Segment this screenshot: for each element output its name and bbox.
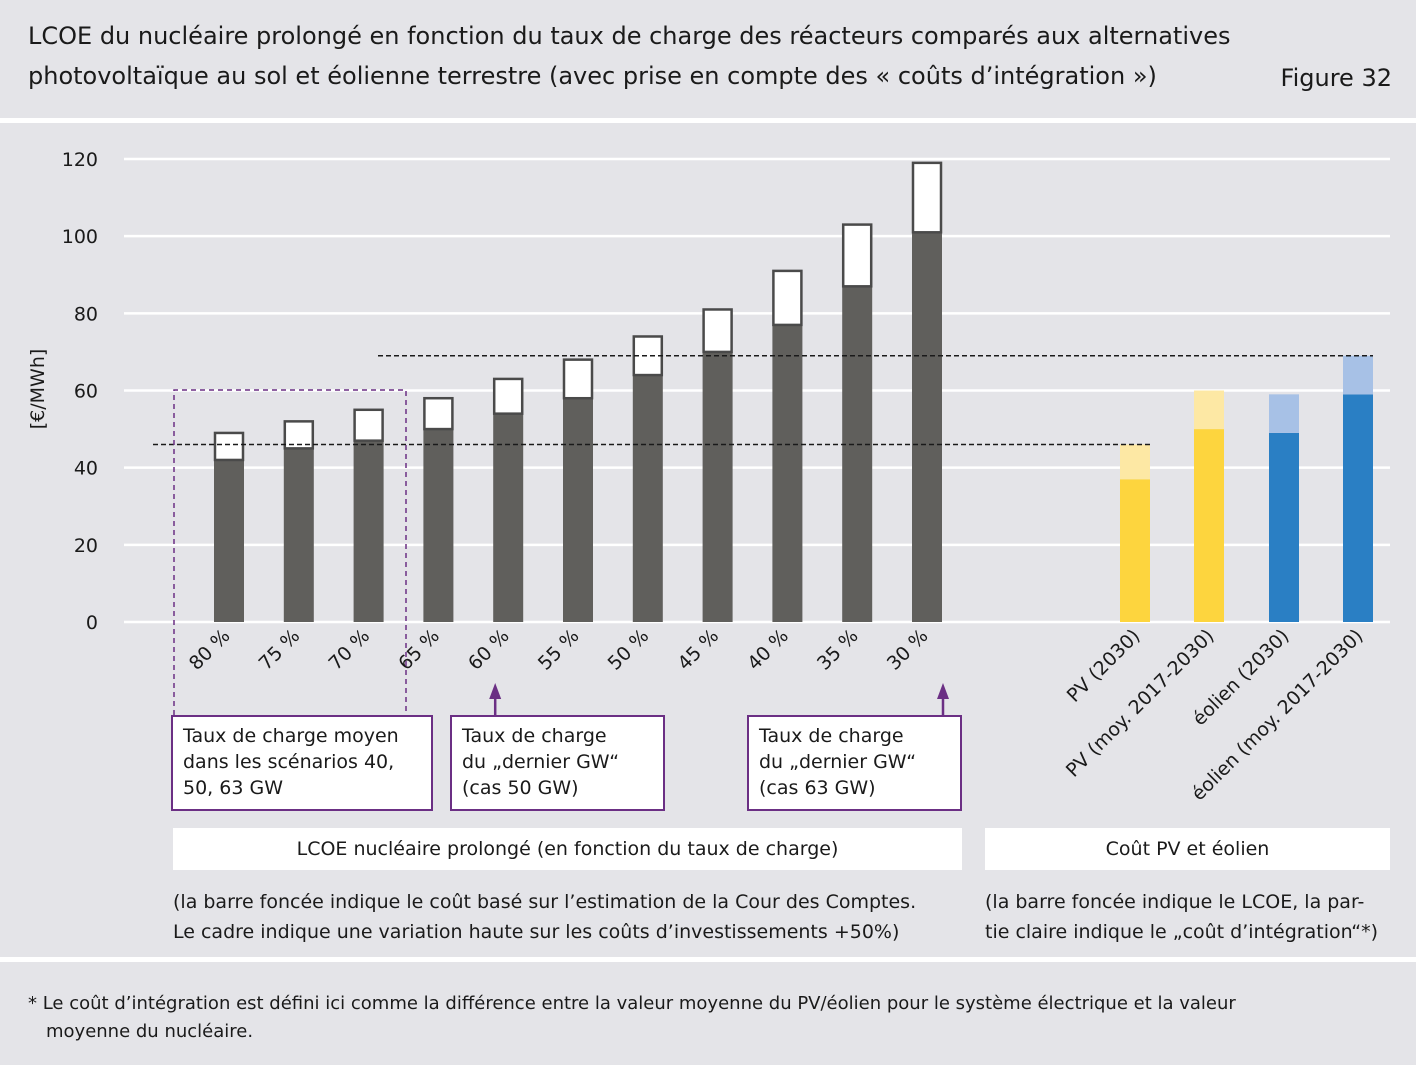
separator-top bbox=[0, 118, 1416, 123]
renewable-bar-lcoe bbox=[1343, 394, 1373, 622]
nuclear-bar-base bbox=[493, 413, 524, 622]
chart-area: 0 20 40 60 80 100 120 80 % 75 % 70 % 65 % 60 % 55 % 5… bbox=[0, 123, 1416, 957]
nuclear-bar-high-frame bbox=[911, 161, 943, 234]
section-desc-renewables: (la barre foncée indique le LCOE, la par… bbox=[985, 887, 1378, 947]
y-tick-label: 40 bbox=[74, 458, 98, 480]
x-tick-label: 45 % bbox=[673, 625, 723, 675]
nuclear-bar-base bbox=[912, 232, 942, 622]
renewable-bar-integration bbox=[1269, 394, 1299, 433]
header: LCOE du nucléaire prolongé en fonction d… bbox=[0, 0, 1416, 118]
y-tick-label: 60 bbox=[74, 381, 98, 403]
footnote-line-1: * Le coût d’intégration est défini ici c… bbox=[28, 993, 1236, 1014]
renewable-bar-lcoe bbox=[1120, 479, 1150, 622]
y-tick-label: 120 bbox=[62, 149, 98, 171]
x-tick-label: 65 % bbox=[394, 625, 444, 675]
annotation-arrow-30-head bbox=[937, 683, 949, 699]
y-tick-label: 20 bbox=[74, 535, 98, 557]
renewable-bar-integration bbox=[1120, 444, 1150, 480]
renewable-bar-integration bbox=[1194, 390, 1224, 430]
reference-lines bbox=[153, 355, 1373, 446]
footnote-line-2: moyenne du nucléaire. bbox=[46, 1021, 254, 1042]
nuclear-bar-base bbox=[563, 398, 593, 622]
annotation-box-line: dans les scénarios 40, bbox=[183, 751, 395, 773]
nuclear-bar-high-frame bbox=[353, 408, 384, 442]
chart-title-line-1: LCOE du nucléaire prolongé en fonction d… bbox=[28, 22, 1231, 50]
annotation-arrow-60-head bbox=[489, 683, 502, 699]
annotation-box-line: Taux de charge moyen bbox=[183, 725, 399, 747]
annotation-lines bbox=[173, 389, 949, 715]
nuclear-bar-base bbox=[353, 440, 384, 622]
x-tick-label: 60 % bbox=[464, 625, 514, 675]
annotation-box-line: Taux de charge bbox=[759, 725, 904, 747]
nuclear-bar-base bbox=[842, 286, 873, 622]
chart-svg: 0 20 40 60 80 100 120 80 % 75 % 70 % 65 % 60 % 55 % 5… bbox=[27, 149, 1390, 805]
x-tick-label: 30 % bbox=[883, 625, 933, 675]
nuclear-bar-base bbox=[214, 459, 244, 622]
renewable-bar-integration bbox=[1343, 355, 1373, 395]
x-tick-label: PV (moy. 2017-2030) bbox=[1062, 625, 1219, 782]
figure-label: Figure 32 bbox=[1280, 64, 1392, 92]
section-desc-line: tie claire indique le „coût d’intégratio… bbox=[985, 921, 1379, 943]
nuclear-bar-high-frame bbox=[423, 396, 454, 431]
annotation-box-average-load: Taux de charge moyen dans les scénarios … bbox=[171, 715, 433, 811]
annotation-box-line: du „dernier GW“ bbox=[759, 751, 917, 773]
x-tick-label: 55 % bbox=[534, 625, 584, 675]
separator-bottom bbox=[0, 957, 1416, 962]
nuclear-bar-high-frame bbox=[562, 358, 594, 400]
nuclear-bar-high-frame bbox=[841, 223, 873, 288]
nuclear-bar-base bbox=[702, 351, 733, 622]
annotation-box-line: Taux de charge bbox=[462, 725, 607, 747]
y-tick-label: 0 bbox=[86, 612, 98, 634]
section-desc-line: (la barre foncée indique le coût basé su… bbox=[173, 891, 917, 913]
annotation-dashed-frame bbox=[173, 389, 407, 715]
section-desc-line: (la barre foncée indique le LCOE, la par… bbox=[985, 891, 1365, 913]
section-desc-nuclear: (la barre foncée indique le coût basé su… bbox=[173, 887, 916, 947]
renewable-bar-lcoe bbox=[1269, 432, 1299, 622]
annotation-box-last-gw-63: Taux de charge du „dernier GW“ (cas 63 G… bbox=[747, 715, 962, 811]
x-tick-label: 35 % bbox=[813, 625, 863, 675]
nuclear-bar-base bbox=[283, 448, 314, 622]
chart-title-line-2: photovoltaïque au sol et éolienne terres… bbox=[28, 62, 1157, 90]
x-tick-label: 40 % bbox=[743, 625, 793, 675]
renewable-bar-lcoe bbox=[1194, 429, 1224, 622]
section-label-renewables: Coût PV et éolien bbox=[985, 828, 1390, 870]
y-axis-label: [€/MWh] bbox=[27, 349, 49, 430]
y-tick-label: 80 bbox=[74, 303, 98, 325]
annotation-box-last-gw-50: Taux de charge du „dernier GW“ (cas 50 G… bbox=[450, 715, 665, 811]
y-tick-label: 100 bbox=[62, 226, 98, 248]
nuclear-bar-high-frame bbox=[492, 377, 524, 415]
nuclear-bar-high-frame bbox=[772, 269, 803, 327]
nuclear-bar-high-frame bbox=[702, 308, 733, 354]
x-tick-label: 80 % bbox=[185, 625, 235, 675]
footnote: * Le coût d’intégration est défini ici c… bbox=[28, 990, 1348, 1046]
nuclear-bar-base bbox=[772, 324, 803, 622]
nuclear-bar-base bbox=[632, 375, 663, 622]
x-tick-label: 75 % bbox=[255, 625, 305, 675]
section-desc-line: Le cadre indique une variation haute sur… bbox=[173, 921, 900, 943]
annotation-box-line: 50, 63 GW bbox=[183, 777, 283, 799]
nuclear-bar-high-frame bbox=[213, 431, 245, 462]
bars-layer bbox=[213, 161, 1373, 622]
annotation-box-line: (cas 63 GW) bbox=[759, 777, 876, 799]
annotation-box-line: du „dernier GW“ bbox=[462, 751, 620, 773]
grid-layer bbox=[124, 157, 1390, 624]
nuclear-bar-base bbox=[423, 429, 454, 622]
annotation-box-line: (cas 50 GW) bbox=[462, 777, 579, 799]
section-label-nuclear: LCOE nucléaire prolongé (en fonction du … bbox=[173, 828, 962, 870]
x-tick-label: 50 % bbox=[604, 625, 654, 675]
x-tick-label: 70 % bbox=[324, 625, 374, 675]
